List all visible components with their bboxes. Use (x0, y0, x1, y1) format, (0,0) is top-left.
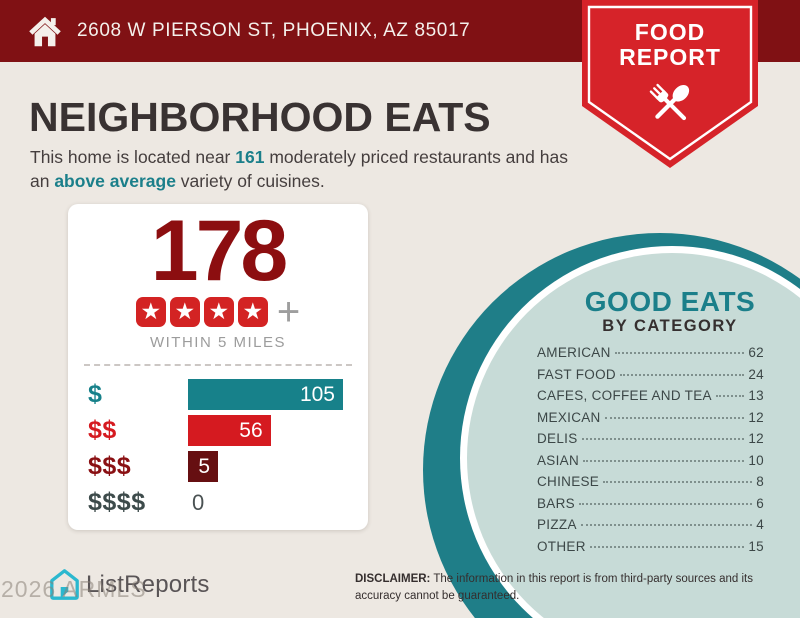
category-row: CHINESE 8 (537, 474, 764, 496)
dotted-leader (604, 416, 745, 419)
radius-caption: WITHIN 5 MILES (149, 334, 286, 351)
bar-row: $$ 56 (88, 415, 346, 446)
category-label: OTHER (537, 538, 586, 554)
category-label: ASIAN (537, 452, 580, 468)
bar-fill: 105 (188, 379, 343, 410)
bar-fill: 5 (188, 451, 218, 482)
category-value: 6 (756, 495, 764, 511)
category-row: DELIS 12 (537, 431, 764, 453)
disclaimer-text: DISCLAIMER: The information in this repo… (355, 573, 753, 602)
category-row: ASIAN 10 (537, 453, 764, 475)
star-icon: ★ (237, 297, 268, 327)
bar-fill: 56 (188, 415, 271, 446)
intro-highlight: 161 (235, 147, 265, 167)
disclaimer-label: DISCLAIMER: (355, 573, 431, 585)
category-value: 4 (756, 517, 764, 532)
category-value: 13 (748, 388, 764, 403)
crossed-utensils-icon (641, 77, 699, 133)
category-value: 10 (748, 452, 764, 468)
page-title: NEIGHBORHOOD EATS (29, 94, 491, 140)
bar-row: $$$ 5 (88, 451, 346, 482)
dotted-leader (581, 438, 745, 440)
category-value: 8 (756, 474, 764, 489)
ribbon-shape (582, 0, 758, 168)
category-value: 24 (748, 366, 764, 382)
property-address: 2608 W PIERSON ST, PHOENIX, AZ 85017 (77, 20, 471, 41)
price-tier-label: $$ (88, 416, 117, 444)
dotted-leader (580, 524, 753, 526)
good-eats-title: GOOD EATS (584, 286, 756, 317)
category-row: MEXICAN 12 (537, 410, 764, 432)
category-value: 12 (748, 431, 764, 446)
intro-text: This home is located near (30, 147, 236, 167)
category-row: BARS 6 (537, 496, 764, 518)
home-icon (28, 16, 62, 47)
dotted-leader (603, 481, 753, 483)
bar-row: $105 (88, 379, 346, 410)
category-label: FAST FOOD (537, 366, 616, 382)
category-row: AMERICAN 62 (537, 345, 764, 367)
category-label: CAFES, COFFEE AND TEA (537, 388, 712, 403)
category-label: PIZZA (537, 517, 577, 532)
category-label: CHINESE (537, 474, 600, 489)
dotted-leader (715, 395, 745, 397)
price-tier-bar-chart: $105 $$ 56 $$$ 5 $$$$ 0 (68, 366, 368, 518)
category-value: 15 (748, 538, 764, 554)
category-row: PIZZA 4 (537, 517, 764, 539)
rating-stars-row: ★ ★ ★ ★ + (68, 290, 368, 334)
price-tier-label: $ (88, 380, 103, 408)
dotted-leader (578, 502, 753, 505)
bar-track: 105 (188, 379, 346, 410)
plus-sign: + (276, 290, 301, 334)
dotted-leader (614, 352, 745, 354)
category-value: 62 (748, 345, 764, 360)
dotted-leader (589, 545, 745, 548)
star-icon: ★ (203, 297, 234, 327)
category-label: BARS (537, 495, 575, 511)
category-row: OTHER 15 (537, 539, 764, 561)
food-report-ribbon: FOOD REPORT (582, 0, 758, 168)
bar-track: 5 (188, 451, 346, 482)
star-icon: ★ (169, 297, 200, 327)
price-tier-label: $$$$ (88, 488, 146, 516)
bar-track: 0 (188, 487, 346, 518)
listreports-logo: ListReports (48, 568, 210, 601)
category-value: 12 (748, 409, 764, 425)
restaurant-summary-card: 178 ★ ★ ★ ★ + WITHIN 5 MILES $105 $$ 56 $$$ 5 $$$… (68, 204, 368, 530)
armls-watermark: 2026 ARMLS (1, 576, 147, 602)
category-label: DELIS (537, 431, 578, 446)
intro-text: variety of cuisines. (175, 170, 325, 191)
dotted-leader (583, 459, 745, 462)
category-row: FAST FOOD 24 (537, 367, 764, 389)
ribbon-title-line1: FOOD (634, 19, 706, 45)
intro-sentence: This home is located near 161 moderately… (30, 146, 578, 194)
total-restaurants-count: 178 (150, 203, 289, 299)
dotted-leader (619, 373, 745, 376)
good-eats-subtitle: BY CATEGORY (602, 317, 738, 335)
bar-track: 56 (188, 415, 346, 446)
category-label: MEXICAN (537, 409, 601, 425)
intro-highlight: above average (54, 170, 176, 191)
intro-text: moderately priced restaurants and has an (30, 147, 568, 191)
bar-row: $$$$ 0 (88, 487, 346, 518)
category-label: AMERICAN (537, 345, 611, 360)
zero-value: 0 (192, 490, 205, 515)
listreports-logo-text: ListReports (86, 570, 210, 598)
listreports-house-icon (48, 568, 81, 601)
dashed-divider (84, 364, 352, 366)
price-tier-label: $$$ (88, 452, 132, 480)
star-icon: ★ (135, 297, 166, 327)
category-row: CAFES, COFFEE AND TEA 13 (537, 388, 764, 410)
ribbon-title-line2: REPORT (619, 44, 721, 70)
category-list: AMERICAN 62 FAST FOOD 24 CAFES, COFFEE AND T… (537, 345, 764, 560)
